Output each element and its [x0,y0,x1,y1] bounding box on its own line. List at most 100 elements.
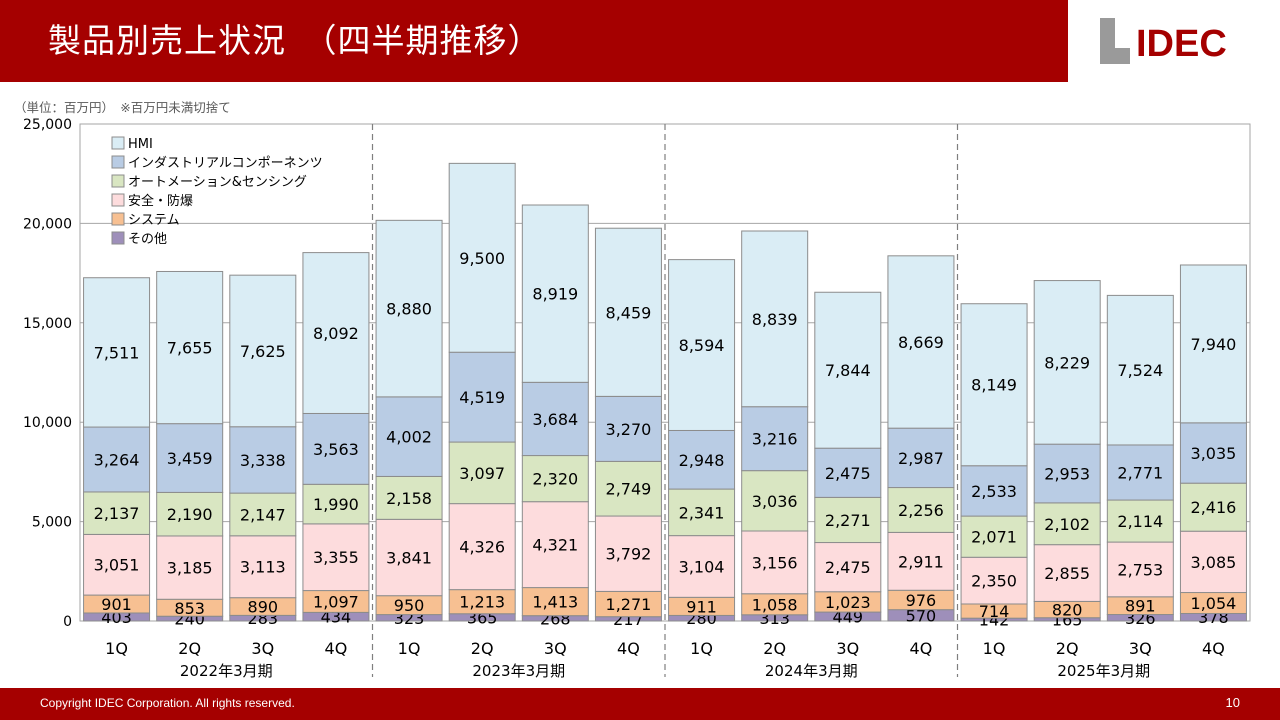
data-label: 3,459 [167,449,213,468]
legend-label: HMI [128,137,153,152]
data-label: 1,990 [313,495,359,514]
bar-segment [156,535,224,600]
bar-segment [594,227,662,397]
data-label: 4,002 [386,428,432,447]
data-label: 8,459 [606,303,652,322]
bar-segment [887,255,955,429]
header-bar: 製品別売上状況 （四半期推移） [0,0,1068,82]
data-label: 8,919 [532,285,578,304]
bar-segment [229,274,297,428]
bar-segment [83,533,151,596]
bar-segment [83,426,151,493]
data-label: 2,771 [1117,464,1163,483]
data-label: 2,953 [1044,465,1090,484]
bar-segment [814,447,882,498]
x-tick-label: 4Q [325,639,348,658]
fiscal-year-label: 2023年3月期 [472,662,565,680]
data-label: 8,669 [898,333,944,352]
bar-segment [1179,530,1247,594]
bar-segment [448,441,516,505]
data-label: 2,137 [94,504,140,523]
data-label: 2,416 [1191,498,1237,517]
bar-segment [594,590,662,618]
footer-bar: Copyright IDEC Corporation. All rights r… [0,688,1280,720]
bar-segment [302,252,370,414]
bar-segment [521,204,589,383]
x-tick-label: 4Q [617,639,640,658]
bar-segment [375,518,443,597]
bar-segment [1106,499,1174,543]
legend-swatch [111,136,125,150]
x-tick-label: 1Q [690,639,713,658]
bar-segment [1106,541,1174,598]
data-label: 8,092 [313,324,359,343]
data-label: 1,213 [459,593,505,612]
data-label: 3,185 [167,559,213,578]
data-label: 976 [906,591,937,610]
x-tick-label: 1Q [105,639,128,658]
fiscal-year-label: 2025年3月期 [1057,662,1150,680]
bar-segment [302,483,370,525]
data-label: 3,097 [459,464,505,483]
data-label: 3,684 [532,410,578,429]
data-label: 950 [394,596,425,615]
bar-segment [521,381,589,457]
data-label: 891 [1125,597,1156,616]
data-label: 2,158 [386,489,432,508]
unit-note: （単位：百万円） ※百万円未満切捨て [14,100,231,115]
data-label: 4,326 [459,538,505,557]
page-title: 製品別売上状況 （四半期推移） [48,21,542,60]
data-label: 7,625 [240,342,286,361]
bar-segment [1033,280,1101,445]
bar-segment [814,291,882,449]
bar-segment [156,491,224,537]
data-label: 820 [1052,601,1083,620]
legend-swatch [111,212,125,226]
bar-segment [668,429,736,490]
bar-segment [1179,264,1247,424]
x-tick-label: 3Q [836,639,859,658]
bar-segment [229,535,297,599]
data-label: 911 [686,597,717,616]
x-tick-label: 4Q [1202,639,1225,658]
x-tick-label: 2Q [1056,639,1079,658]
data-label: 7,511 [94,343,140,362]
data-label: 2,190 [167,505,213,524]
bar-segment [375,219,443,398]
bar-segment [83,277,151,428]
data-label: 3,338 [240,451,286,470]
bar-segment [668,535,736,598]
data-label: 1,097 [313,592,359,611]
bar-segment [156,270,224,425]
data-label: 7,655 [167,339,213,358]
x-tick-label: 2Q [178,639,201,658]
legend-label: その他 [128,232,167,247]
data-label: 2,911 [898,552,944,571]
data-label: 3,270 [606,420,652,439]
y-tick-label: 15,000 [23,316,72,332]
data-label: 2,071 [971,528,1017,547]
data-label: 8,880 [386,300,432,319]
fiscal-year-label: 2024年3月期 [765,662,858,680]
data-label: 2,114 [1117,512,1163,531]
data-label: 1,413 [532,593,578,612]
bar-segment [448,162,516,353]
data-label: 2,475 [825,464,871,483]
x-tick-label: 3Q [251,639,274,658]
data-label: 3,036 [752,492,798,511]
y-tick-label: 5,000 [32,515,72,531]
data-label: 1,054 [1191,594,1237,613]
data-label: 3,792 [606,545,652,564]
data-label: 2,948 [679,451,725,470]
data-label: 3,264 [94,450,140,469]
y-tick-label: 0 [63,614,72,630]
x-tick-label: 1Q [398,639,421,658]
x-tick-label: 3Q [1129,639,1152,658]
bar-segment [960,465,1028,517]
data-label: 3,104 [679,557,725,576]
data-label: 4,519 [459,388,505,407]
x-tick-label: 3Q [544,639,567,658]
data-label: 714 [979,602,1010,621]
data-label: 3,156 [752,553,798,572]
bar-segment [229,492,297,537]
